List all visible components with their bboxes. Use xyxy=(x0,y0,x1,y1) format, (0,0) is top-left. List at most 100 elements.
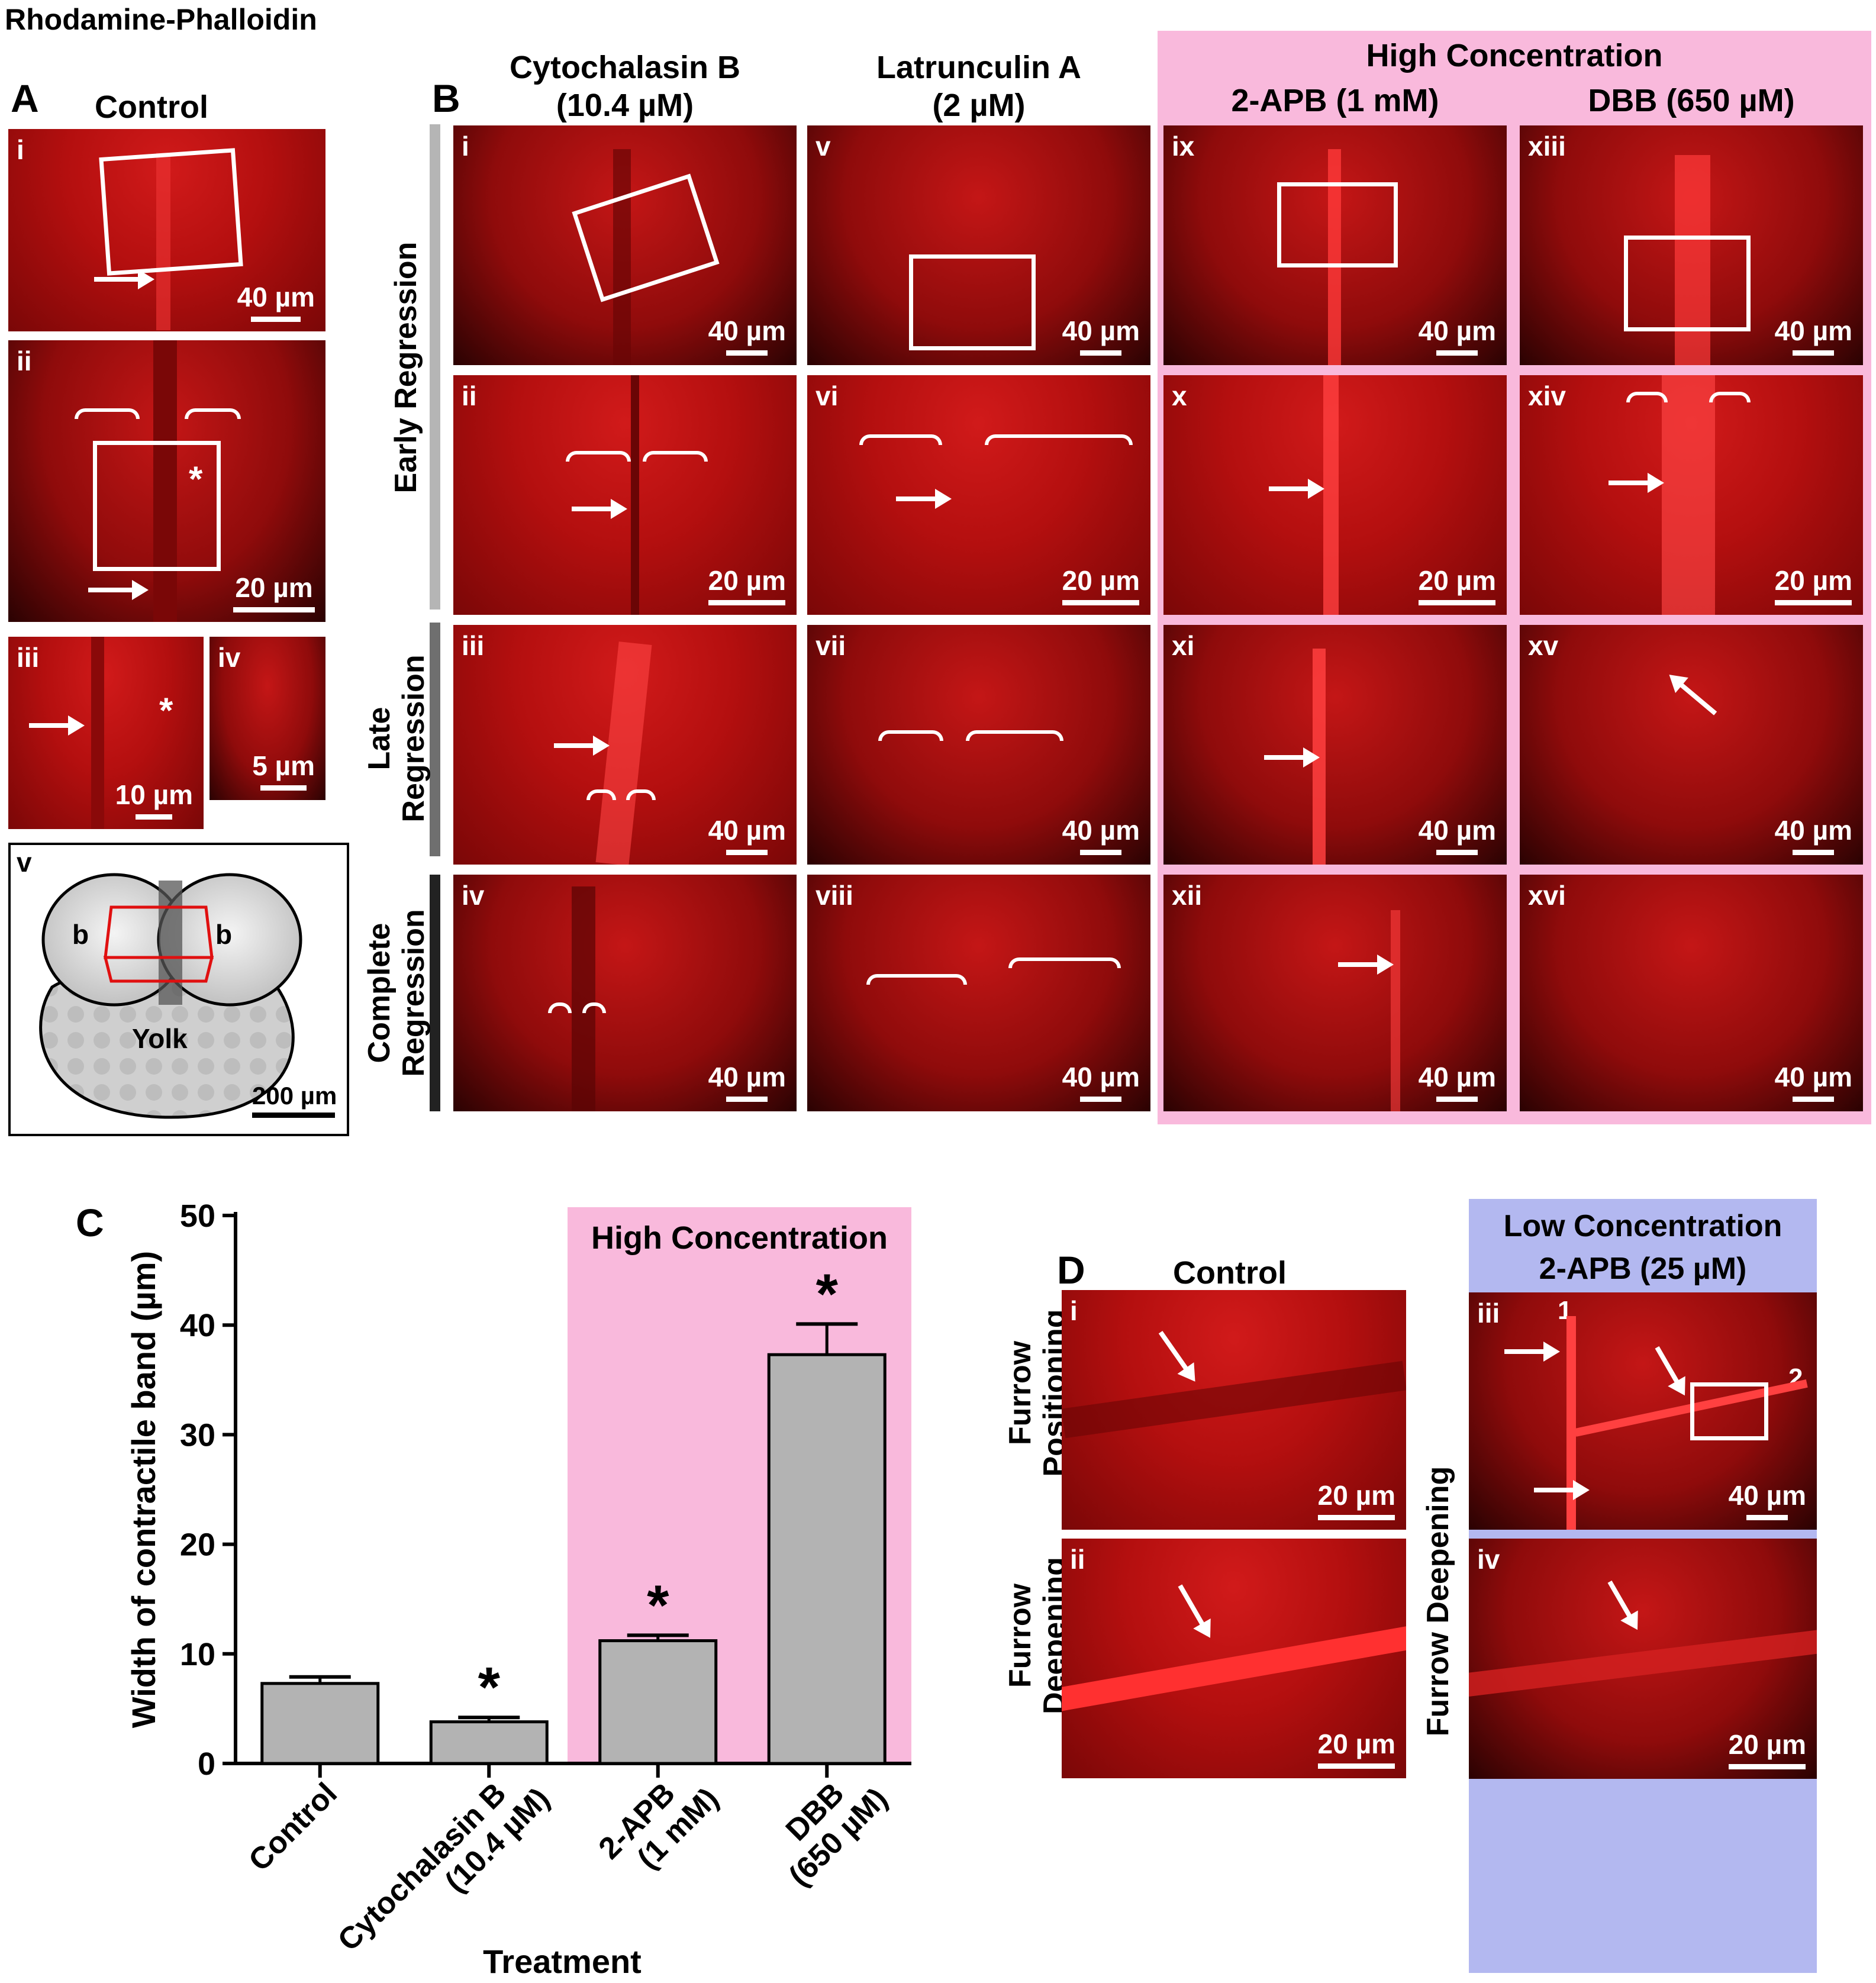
bracket xyxy=(866,974,967,985)
bar xyxy=(767,1353,887,1765)
y-tick-label: 10 xyxy=(180,1637,215,1672)
scale-label: 20 µm xyxy=(1728,1729,1806,1760)
arrow-icon xyxy=(1264,747,1320,768)
y-tick-label: 40 xyxy=(180,1308,215,1343)
asterisk-marker: * xyxy=(159,691,173,730)
panel-b-cell: xvi 40 µm xyxy=(1520,875,1863,1111)
panel-a-iv-image: iv 5 µm xyxy=(209,637,325,800)
arrow-icon xyxy=(1607,1580,1633,1620)
panel-b-letter: B xyxy=(432,76,460,120)
scale-label: 20 µm xyxy=(708,565,786,596)
panel-roman-label: iv xyxy=(462,880,485,911)
bracket xyxy=(185,408,241,419)
inset-box xyxy=(99,148,243,276)
bracket xyxy=(643,451,708,462)
scale-bar: 20 µm xyxy=(1318,1728,1395,1769)
scale-label: 40 µm xyxy=(1062,315,1140,346)
y-tick-label: 0 xyxy=(198,1746,215,1782)
low-concentration-heading: Low Concentration 2-APB (25 µM) xyxy=(1469,1205,1817,1290)
panel-a-letter: A xyxy=(11,76,39,120)
inset-box xyxy=(93,441,221,571)
scale-bar: 40 µm xyxy=(1775,1061,1852,1102)
scale-label: 40 µm xyxy=(1062,1062,1140,1092)
row-bar-early xyxy=(430,124,440,610)
scale-bar: 20 µm xyxy=(1318,1479,1395,1520)
scale-label: 20 µm xyxy=(1774,565,1852,596)
scale-bar xyxy=(252,1113,335,1118)
bracket xyxy=(878,730,943,741)
blastomere-label: b xyxy=(215,919,233,950)
arrow-icon xyxy=(1609,473,1664,493)
panel-d-control-heading: Control xyxy=(1173,1255,1287,1291)
low-heading-line: 2-APB (25 µM) xyxy=(1539,1252,1747,1286)
inset-box xyxy=(1690,1382,1768,1440)
bracket xyxy=(859,434,942,445)
panel-roman-label: iv xyxy=(1477,1544,1500,1575)
panel-b-cell: vi 20 µm xyxy=(807,375,1150,615)
panel-roman-label: vi xyxy=(815,381,839,411)
arrow-icon xyxy=(94,269,154,289)
panel-b-cell: vii 40 µm xyxy=(807,625,1150,865)
arrow-icon xyxy=(1338,955,1394,975)
panel-a-heading: Control xyxy=(95,89,208,125)
bracket xyxy=(566,451,631,462)
scale-label: 20 µm xyxy=(1317,1480,1395,1511)
scale-label: 20 µm xyxy=(1062,565,1140,596)
panel-roman-label: ix xyxy=(1172,131,1195,162)
bracket xyxy=(1709,392,1751,402)
panel-b-cell: v 40 µm xyxy=(807,125,1150,365)
bar xyxy=(260,1682,380,1765)
panel-d-cell: i 20 µm xyxy=(1062,1290,1406,1530)
row-label-line: Regression xyxy=(397,909,431,1077)
bracket xyxy=(985,434,1133,445)
side-label-furrow-deepening: Furrow Deepening xyxy=(1421,1466,1455,1737)
scale-bar: 40 µm xyxy=(708,1061,786,1102)
bar xyxy=(429,1720,549,1765)
row-label-complete: Complete Regression xyxy=(362,904,431,1082)
arrow-icon xyxy=(1269,479,1324,499)
inset-box xyxy=(1624,236,1751,331)
figure-title: Rhodamine-Phalloidin xyxy=(5,3,317,36)
column-heading-2apb: 2-APB (1 mM) xyxy=(1231,83,1439,118)
row-label-line: Furrow xyxy=(1003,1340,1037,1446)
panel-roman-label: xvi xyxy=(1528,880,1566,911)
row-label-early: Early Regression xyxy=(389,241,423,494)
y-tick-label: 50 xyxy=(180,1198,215,1234)
scale-label: 40 µm xyxy=(1774,815,1852,846)
panel-b-cell: xv 40 µm xyxy=(1520,625,1863,865)
panel-a-i-image: i 40 µm xyxy=(8,129,325,331)
inset-box xyxy=(572,173,720,302)
significance-marker: * xyxy=(816,1262,839,1326)
column-heading-latrunculin: Latrunculin A (2 µM) xyxy=(807,49,1150,124)
panel-roman-label: xiv xyxy=(1528,381,1566,411)
high-concentration-heading: High Concentration xyxy=(1366,38,1663,73)
panel-b-cell: xi 40 µm xyxy=(1163,625,1507,865)
scale-bar: 20 µm xyxy=(1775,565,1852,605)
scale-bar: 40 µm xyxy=(1419,1061,1496,1102)
arrow-icon xyxy=(1677,681,1717,715)
scale-bar: 40 µm xyxy=(237,281,315,322)
panel-roman-label: xiii xyxy=(1528,131,1566,162)
panel-d-cell: iii 1 2 40 µm xyxy=(1469,1292,1817,1530)
panel-b-cell: viii 40 µm xyxy=(807,875,1150,1111)
scale-bar: 20 µm xyxy=(233,572,315,612)
panel-roman-label: i xyxy=(17,134,24,165)
x-tick-label: DBB(650 µM) xyxy=(758,1757,894,1893)
panel-roman-label: x xyxy=(1172,381,1187,411)
scale-label: 40 µm xyxy=(1774,1062,1852,1092)
panel-b-cell: ii 20 µm xyxy=(453,375,797,615)
scale-bar: 40 µm xyxy=(1419,315,1496,356)
arrow-icon xyxy=(88,580,149,600)
scale-label: 5 µm xyxy=(252,750,315,781)
panel-roman-label: iii xyxy=(17,642,40,673)
inset-box xyxy=(909,254,1036,350)
scale-bar: 40 µm xyxy=(1775,814,1852,855)
panel-roman-label: v xyxy=(17,847,32,878)
furrow-line xyxy=(91,637,104,829)
yolk-label: Yolk xyxy=(132,1023,188,1054)
scale-label: 200 µm xyxy=(252,1082,337,1110)
bracket xyxy=(582,1002,606,1013)
column-heading-cytochalasin: Cytochalasin B (10.4 µM) xyxy=(453,49,797,124)
contractile-band-bar-chart: High Concentration 0 10 20 30 40 50 Width of co… xyxy=(125,1198,911,1980)
scale-bar: 40 µm xyxy=(1062,814,1140,855)
